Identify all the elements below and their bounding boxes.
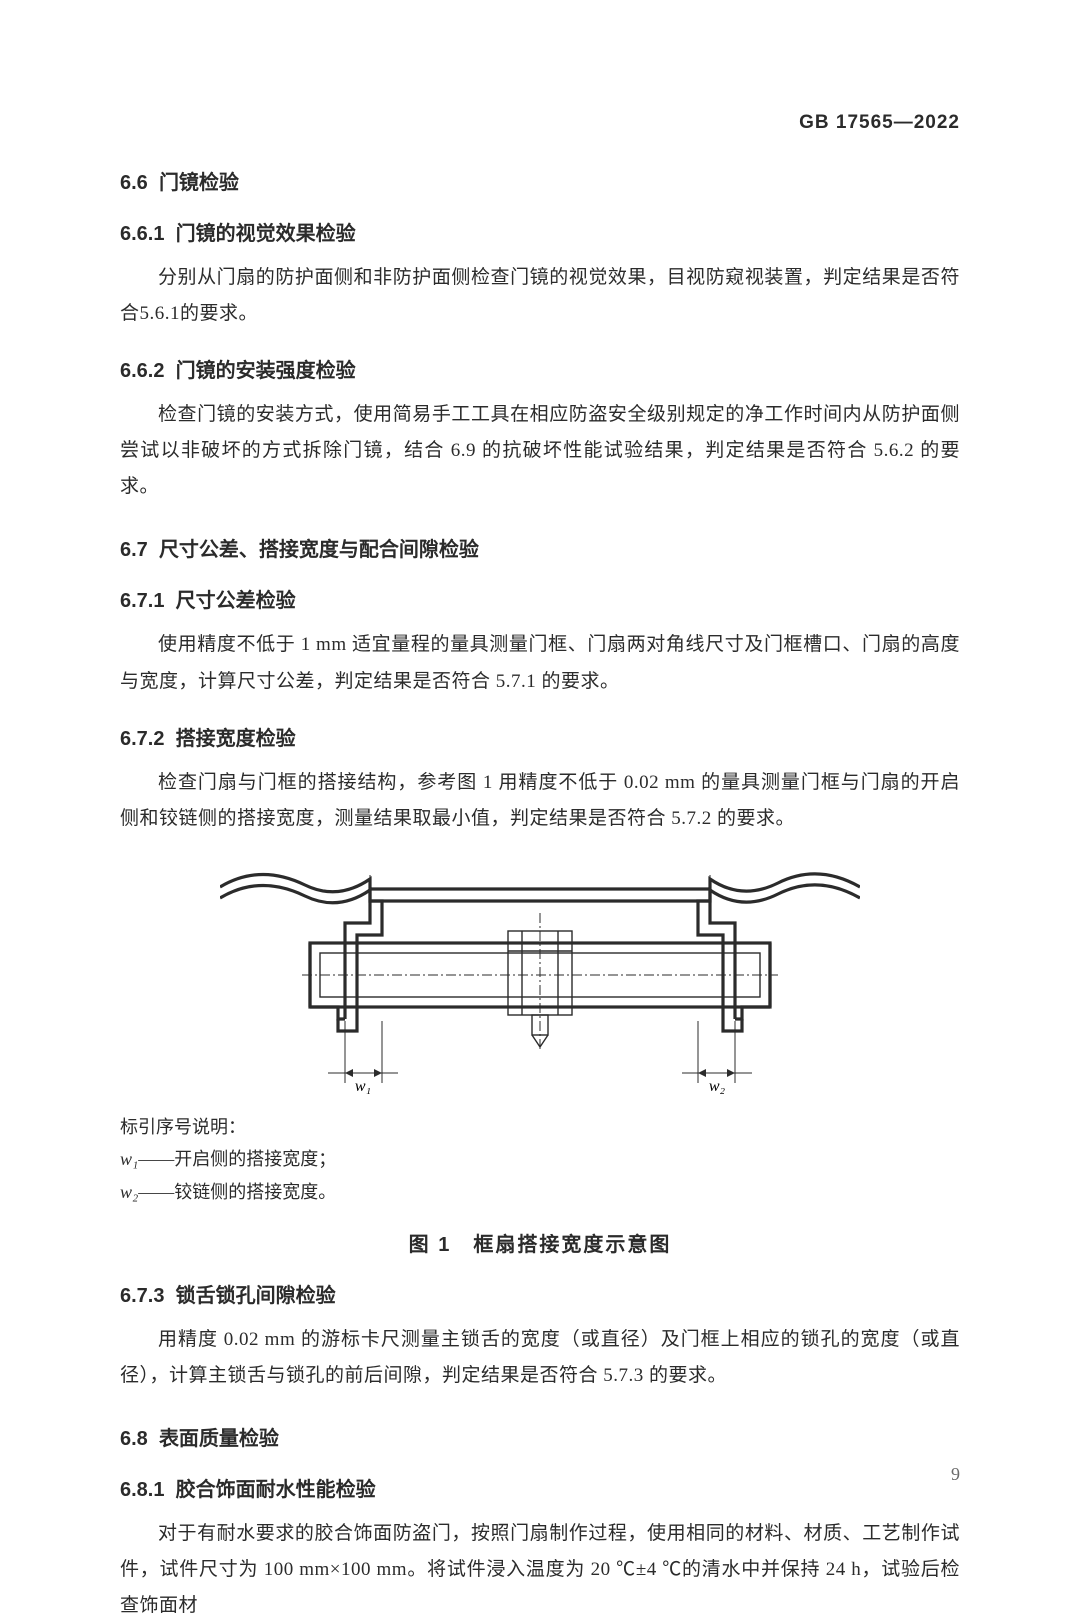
heading-num: 6.7 bbox=[120, 539, 148, 561]
heading-num: 6.6.2 bbox=[120, 360, 164, 382]
para-6-8-1: 对于有耐水要求的胶合饰面防盗门，按照门扇制作过程，使用相同的材料、材质、工艺制作… bbox=[120, 1516, 960, 1624]
heading-num: 6.7.1 bbox=[120, 590, 164, 612]
heading-num: 6.7.2 bbox=[120, 728, 164, 750]
figure-1: w₁ w₂ bbox=[220, 851, 860, 1101]
heading-6-8-1: 6.8.1 胶合饰面耐水性能检验 bbox=[120, 1473, 960, 1502]
heading-text: 门镜的安装强度检验 bbox=[176, 360, 356, 382]
para-6-7-3: 用精度 0.02 mm 的游标卡尺测量主锁舌的宽度（或直径）及门框上相应的锁孔的… bbox=[120, 1322, 960, 1394]
para-6-7-1: 使用精度不低于 1 mm 适宜量程的量具测量门框、门扇两对角线尺寸及门框槽口、门… bbox=[120, 627, 960, 699]
legend-w1: w₁——开启侧的搭接宽度； bbox=[120, 1143, 960, 1175]
figure-1-legend: 标引序号说明： w₁——开启侧的搭接宽度； w₂——铰链侧的搭接宽度。 bbox=[120, 1111, 960, 1208]
standard-id: GB 17565—2022 bbox=[799, 112, 960, 134]
heading-6-7-2: 6.7.2 搭接宽度检验 bbox=[120, 722, 960, 751]
heading-num: 6.6.1 bbox=[120, 223, 164, 245]
heading-text: 门镜检验 bbox=[159, 172, 239, 194]
figure-1-svg: w₁ w₂ bbox=[220, 851, 860, 1101]
heading-text: 尺寸公差、搭接宽度与配合间隙检验 bbox=[159, 539, 479, 561]
legend-w2-sym: w₂ bbox=[120, 1182, 138, 1202]
heading-6-6: 6.6 门镜检验 bbox=[120, 166, 960, 195]
heading-6-6-2: 6.6.2 门镜的安装强度检验 bbox=[120, 354, 960, 383]
dim-w2-label: w₂ bbox=[709, 1078, 726, 1095]
figure-1-caption: 图 1 框扇搭接宽度示意图 bbox=[120, 1228, 960, 1257]
heading-6-8: 6.8 表面质量检验 bbox=[120, 1422, 960, 1451]
heading-6-7-1: 6.7.1 尺寸公差检验 bbox=[120, 584, 960, 613]
heading-text: 搭接宽度检验 bbox=[176, 728, 296, 750]
page-number: 9 bbox=[951, 1464, 960, 1485]
heading-num: 6.7.3 bbox=[120, 1285, 164, 1307]
dim-w1-label: w₁ bbox=[355, 1078, 371, 1095]
heading-num: 6.6 bbox=[120, 172, 148, 194]
heading-text: 胶合饰面耐水性能检验 bbox=[176, 1479, 376, 1501]
heading-num: 6.8 bbox=[120, 1428, 148, 1450]
heading-num: 6.8.1 bbox=[120, 1479, 164, 1501]
heading-text: 锁舌锁孔间隙检验 bbox=[176, 1285, 336, 1307]
heading-6-7-3: 6.7.3 锁舌锁孔间隙检验 bbox=[120, 1279, 960, 1308]
legend-w2: w₂——铰链侧的搭接宽度。 bbox=[120, 1176, 960, 1208]
legend-intro: 标引序号说明： bbox=[120, 1111, 960, 1143]
legend-w1-txt: ——开启侧的搭接宽度； bbox=[138, 1149, 336, 1169]
heading-6-6-1: 6.6.1 门镜的视觉效果检验 bbox=[120, 217, 960, 246]
legend-w1-sym: w₁ bbox=[120, 1149, 138, 1169]
heading-text: 门镜的视觉效果检验 bbox=[176, 223, 356, 245]
heading-text: 表面质量检验 bbox=[159, 1428, 279, 1450]
para-6-6-1: 分别从门扇的防护面侧和非防护面侧检查门镜的视觉效果，目视防窥视装置，判定结果是否… bbox=[120, 260, 960, 332]
heading-6-7: 6.7 尺寸公差、搭接宽度与配合间隙检验 bbox=[120, 533, 960, 562]
para-6-6-2: 检查门镜的安装方式，使用简易手工工具在相应防盗安全级别规定的净工作时间内从防护面… bbox=[120, 397, 960, 505]
page: GB 17565—2022 6.6 门镜检验 6.6.1 门镜的视觉效果检验 分… bbox=[0, 0, 1080, 1525]
heading-text: 尺寸公差检验 bbox=[176, 590, 296, 612]
para-6-7-2: 检查门扇与门框的搭接结构，参考图 1 用精度不低于 0.02 mm 的量具测量门… bbox=[120, 765, 960, 837]
legend-w2-txt: ——铰链侧的搭接宽度。 bbox=[138, 1182, 336, 1202]
